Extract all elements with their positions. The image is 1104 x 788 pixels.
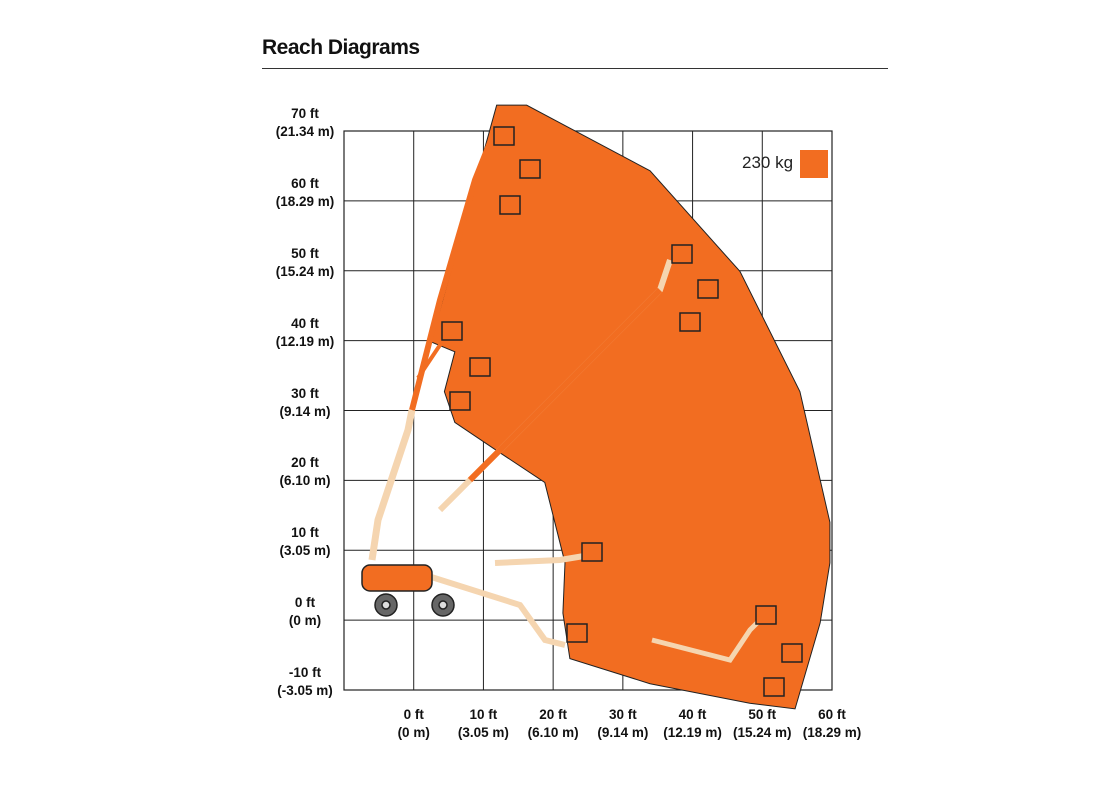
x-tick-label: 30 ft (9.14 m) [597, 707, 649, 740]
y-tick-label: 70 ft (21.34 m) [275, 106, 335, 139]
reach-envelope [429, 104, 831, 710]
envelope-layer [429, 104, 831, 710]
legend-label: 230 kg [742, 153, 794, 172]
y-tick-label: 10 ft (3.05 m) [279, 525, 331, 559]
machine-illustration [361, 126, 803, 697]
y-tick-label: 30 ft (9.14 m) [279, 385, 331, 419]
x-tick-label: 40 ft (12.19 m) [663, 707, 722, 740]
x-tick-label: 60 ft (18.29 m) [802, 707, 862, 740]
x-tick-label: 50 ft (15.24 m) [733, 707, 792, 740]
y-tick-label: -10 ft (-3.05 m) [277, 665, 333, 698]
legend-swatch [800, 150, 828, 178]
title-rule [262, 68, 888, 69]
y-tick-label: 20 ft (6.10 m) [279, 455, 331, 489]
y-tick-label: 40 ft (12.19 m) [275, 315, 335, 349]
x-tick-label: 20 ft (6.10 m) [527, 707, 579, 740]
x-tick-label: 0 ft (0 m) [397, 707, 430, 740]
y-tick-label: 60 ft (18.29 m) [275, 175, 335, 209]
y-tick-label: 0 ft (0 m) [288, 595, 322, 629]
chart-title: Reach Diagrams [262, 36, 420, 59]
y-tick-label: 50 ft (15.24 m) [275, 245, 335, 279]
x-tick-label: 10 ft (3.05 m) [457, 707, 509, 740]
